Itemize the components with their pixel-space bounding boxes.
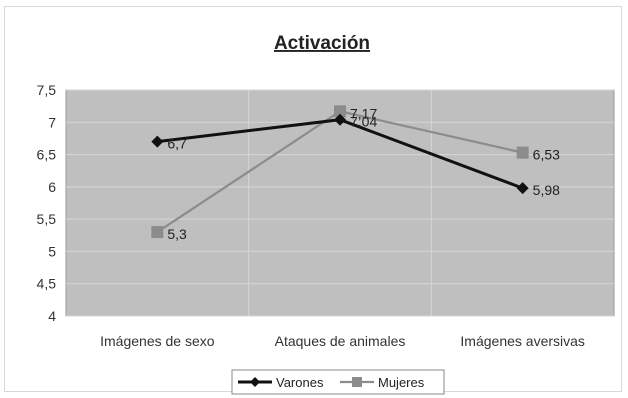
y-tick-label: 7,5 [37, 82, 57, 98]
chart-title: Activación [274, 33, 370, 54]
data-label: 6,53 [533, 147, 560, 163]
legend-marker-mujeres [352, 377, 362, 387]
data-point-varones [334, 113, 346, 126]
x-tick-label: Imágenes de sexo [100, 333, 215, 349]
data-point-varones [516, 182, 529, 195]
data-label: 7,04 [350, 114, 377, 130]
plot-area [65, 89, 615, 317]
data-point-varones [151, 135, 164, 148]
x-tick-label: Imágenes aversivas [460, 333, 585, 349]
y-tick-label: 5,5 [37, 211, 57, 227]
y-tick-label: 4,5 [37, 276, 57, 292]
y-tick-label: 7 [48, 114, 56, 130]
legend-label-varones: Varones [276, 375, 324, 390]
x-tick-label: Ataques de animales [275, 333, 406, 349]
y-tick-label: 5 [48, 243, 56, 259]
y-tick-label: 6,5 [37, 147, 57, 163]
data-point-mujeres [516, 146, 529, 159]
data-point-mujeres [334, 105, 346, 118]
data-label: 6,7 [167, 136, 187, 152]
legend-label-mujeres: Mujeres [378, 375, 425, 390]
legend-marker-varones [250, 377, 260, 387]
data-label: 5,3 [167, 226, 187, 242]
y-tick-label: 4 [48, 308, 56, 324]
data-label: 5,98 [533, 182, 560, 198]
data-point-mujeres [151, 226, 164, 239]
y-tick-label: 6 [48, 179, 56, 195]
data-label: 7,17 [350, 105, 377, 121]
